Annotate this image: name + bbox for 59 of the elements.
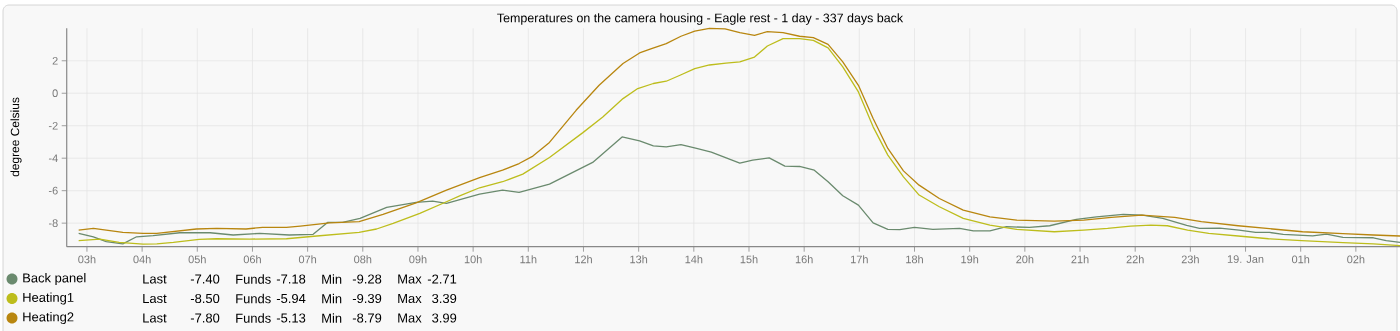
text: 3.99 [432, 313, 457, 323]
x-tick-label: 23h [1181, 255, 1199, 264]
text: -9.39 [352, 293, 382, 304]
text: Min [322, 313, 342, 323]
x-tick-label: 09h [409, 255, 427, 264]
y-tick-label: 2 [52, 56, 58, 65]
x-tick-label: 12h [575, 255, 592, 264]
x-tick-label: 15h [740, 255, 758, 264]
x-tick-label: 16h [795, 255, 813, 264]
y-tick-label: -4 [48, 154, 58, 162]
x-tick-label: 21h [1071, 255, 1089, 264]
text: -2.71 [427, 274, 457, 284]
x-tick-label: 14h [685, 255, 703, 264]
text: -7.18 [276, 274, 306, 284]
x-tick-label: 08h [354, 255, 372, 264]
y-tick-label: -8 [48, 219, 58, 228]
x-tick-label: 13h [630, 255, 648, 264]
legend-label: Back panel [23, 272, 86, 286]
text: Last [143, 313, 167, 323]
text: -7.40 [190, 274, 220, 284]
x-tick-label: 01h [1291, 255, 1310, 264]
x-tick-label: 19. Jan [1227, 255, 1264, 263]
text: -5.13 [276, 313, 306, 323]
x-tick-label: 06h [243, 255, 261, 264]
x-tick-label: 03h [78, 255, 96, 264]
text: -8.79 [352, 313, 382, 323]
text: Max [398, 274, 422, 284]
x-tick-label: 19h [961, 255, 979, 264]
text: -5.94 [276, 293, 306, 304]
legend-label: Heating2 [23, 311, 74, 325]
y-tick-label: -6 [48, 186, 58, 195]
y-tick-label: 0 [52, 89, 58, 98]
x-tick-label: 22h [1126, 255, 1144, 264]
x-tick-label: 11h [520, 255, 537, 264]
text: -7.80 [190, 313, 220, 323]
text: Funds [236, 274, 271, 284]
text: Last [143, 274, 167, 284]
y-axis-title: degree Celsius [10, 97, 22, 177]
text: Min [322, 274, 342, 284]
x-tick-label: 20h [1016, 255, 1034, 264]
text: -8.50 [190, 293, 220, 304]
legend-label: Heating1 [23, 292, 74, 305]
text: Max [398, 313, 422, 323]
x-tick-label: 04h [133, 255, 151, 264]
text: Min [322, 293, 342, 304]
text: 3.39 [432, 293, 457, 304]
x-tick-label: 10h [464, 255, 482, 264]
x-tick-label: 07h [298, 255, 317, 264]
chart-title: Temperatures on the camera housing - Eagle rest - 1 day - 337 days back [497, 13, 904, 25]
text: Funds [236, 293, 271, 304]
y-tick-label: -2 [48, 121, 58, 130]
text: Last [143, 293, 167, 304]
text: Funds [236, 313, 271, 323]
x-tick-label: 18h [906, 255, 923, 264]
x-tick-label: 17h [851, 255, 868, 264]
text: Max [398, 293, 422, 304]
text: -9.28 [352, 274, 382, 284]
x-tick-label: 05h [188, 255, 206, 264]
x-tick-label: 02h [1347, 255, 1365, 264]
